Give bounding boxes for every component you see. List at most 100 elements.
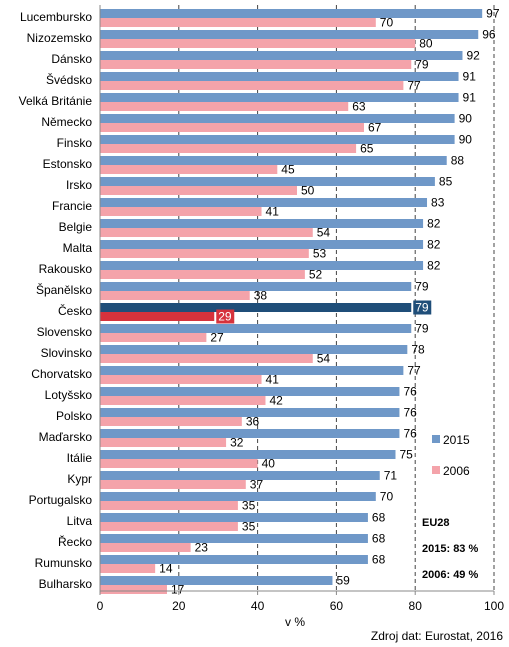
bar-2015 [100,177,435,186]
value-label: 79 [415,301,429,315]
x-tick-label: 40 [251,599,265,613]
bar-2006 [100,354,313,363]
bar-2006 [100,60,412,69]
category-label: Nizozemsko [27,31,93,45]
value-label: 68 [372,532,386,546]
bar-2015 [100,408,400,417]
value-label: 79 [415,58,429,72]
bar-2015 [100,387,400,396]
category-label: Lotyšsko [45,388,93,402]
highlight-value-box [216,309,235,324]
bar-2015 [100,534,368,543]
bar-2006 [100,333,207,342]
bar-2006 [100,459,258,468]
bar-2006 [100,270,305,279]
bar-2015 [100,240,424,249]
category-label: Finsko [57,136,93,150]
value-label: 54 [317,226,331,240]
value-label: 59 [336,574,350,588]
bar-2015 [100,282,412,291]
category-label: Malta [63,241,93,255]
category-label: Portugalsko [29,493,93,507]
value-label: 79 [415,322,429,336]
category-label: Velká Británie [19,94,93,108]
value-label: 88 [451,154,465,168]
highlight-value-box [413,300,432,315]
category-label: Dánsko [51,52,92,66]
category-label: Řecko [58,534,92,549]
bar-2015 [100,9,483,18]
legend-label-2015: 2015 [443,433,470,447]
bar-2006 [100,123,364,132]
bar-2015 [100,114,455,123]
bar-2006 [100,102,349,111]
bar-2006 [100,165,278,174]
category-label: Francie [52,199,92,213]
value-label: 40 [262,457,276,471]
bar-2015 [100,219,424,228]
eu28-annotation: EU28 2015: 83 % 2006: 49 % [422,517,478,581]
bar-2006 [100,291,250,300]
bar-2015 [100,513,368,522]
value-label: 82 [427,217,441,231]
bar-2006 [100,564,156,573]
value-label: 36 [246,415,260,429]
value-label: 79 [415,280,429,294]
bar-2006 [100,228,313,237]
value-label: 96 [482,28,496,42]
category-label: Bulharsko [39,577,93,591]
eu28-2006-value: 2006: 49 % [422,569,478,581]
value-label: 70 [380,490,394,504]
category-label: Kypr [67,472,92,486]
x-tick-label: 80 [409,599,423,613]
value-label: 85 [439,175,453,189]
bar-2006 [100,81,404,90]
bar-2015 [100,576,333,585]
value-label: 76 [403,406,417,420]
bar-2015 [100,450,396,459]
bar-2006 [100,585,167,594]
bar-2015 [100,72,459,81]
value-label: 32 [230,436,244,450]
value-label: 77 [407,364,421,378]
value-label: 54 [317,352,331,366]
bar-2006 [100,522,238,531]
legend: 2015 2006 [432,433,470,478]
legend-swatch-2015 [432,435,440,443]
value-label: 35 [242,520,256,534]
category-label: Litva [67,514,93,528]
value-label: 42 [269,394,283,408]
source-note: Zdroj dat: Eurostat, 2016 [370,629,503,643]
value-label: 91 [463,70,477,84]
value-label: 76 [403,385,417,399]
bar-2015 [100,303,412,312]
bar-2006 [100,186,297,195]
value-label: 80 [419,37,433,51]
bar-2006 [100,39,416,48]
value-label: 29 [218,310,232,324]
value-label: 76 [403,427,417,441]
eu28-title: EU28 [422,517,450,529]
value-label: 63 [352,100,366,114]
value-labels: 97 70 96 80 92 79 91 77 91 63 90 67 90 65 88 45 85 50 83 41… [159,7,500,597]
value-label: 82 [427,238,441,252]
bar-2006 [100,375,262,384]
bar-2015 [100,198,428,207]
bar-2015 [100,492,376,501]
value-label: 38 [254,289,268,303]
value-label: 65 [360,142,374,156]
category-label: Slovinsko [41,346,93,360]
category-label: Švédsko [46,72,92,87]
bar-2006 [100,417,242,426]
x-tick-label: 20 [172,599,186,613]
value-label: 67 [368,121,382,135]
bar-2006 [100,396,266,405]
value-label: 45 [281,163,295,177]
value-label: 70 [380,16,394,30]
value-label: 53 [313,247,327,261]
value-label: 41 [266,373,280,387]
category-label: Chorvatsko [31,367,92,381]
category-label: Česko [58,303,92,318]
value-label: 82 [427,259,441,273]
